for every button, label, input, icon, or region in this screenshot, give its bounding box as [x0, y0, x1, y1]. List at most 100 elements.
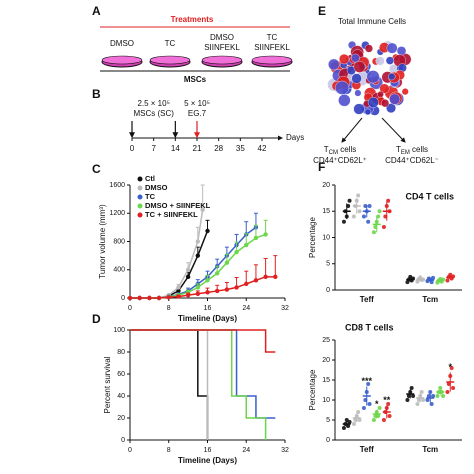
x-tick-label: 8	[167, 305, 171, 312]
subset-suffix: cells	[338, 145, 356, 154]
y-tick-label: 5	[326, 261, 330, 268]
injection-label: EG.7	[188, 109, 207, 118]
data-point	[356, 410, 361, 414]
arrow-right	[381, 117, 406, 143]
y-tick-label: 20	[322, 357, 330, 364]
survival-curve	[130, 329, 209, 440]
data-point	[244, 281, 249, 287]
y-tick-label: 80	[117, 349, 125, 356]
legend-label: Ctl	[145, 174, 155, 183]
group-label: TC	[165, 39, 176, 48]
x-tick-label: 32	[281, 447, 289, 454]
data-point	[185, 267, 191, 272]
data-point	[214, 288, 220, 294]
data-point	[367, 402, 372, 406]
data-point	[377, 209, 382, 214]
y-tick-label: 10	[322, 397, 330, 404]
cell	[338, 53, 350, 65]
data-point	[429, 402, 434, 406]
x-axis-label: Timeline (Days)	[178, 456, 237, 465]
injection-label: MSCs (SC)	[133, 109, 174, 118]
cells-title: Total Immune Cells	[338, 17, 406, 26]
data-point	[361, 214, 366, 219]
x-tick-label: Teff	[360, 445, 374, 454]
legend-label: DMSO + SIINFEKL	[145, 201, 211, 210]
data-point	[195, 253, 201, 258]
data-point	[137, 295, 142, 301]
cell	[388, 72, 396, 81]
legend-label: DMSO	[145, 183, 168, 192]
x-tick-label: 16	[204, 447, 212, 454]
data-point	[445, 278, 450, 283]
cell	[377, 90, 384, 98]
y-tick-label: 1600	[109, 182, 125, 189]
cell	[364, 108, 372, 116]
data-point	[224, 260, 230, 265]
x-tick-label: 8	[167, 447, 171, 454]
mscs-label: MSCs	[184, 75, 207, 84]
y-tick-label: 400	[113, 267, 125, 274]
data-point	[234, 285, 239, 290]
series-line	[130, 276, 276, 299]
data-point	[381, 225, 386, 229]
data-point	[356, 193, 361, 198]
data-point	[425, 398, 430, 402]
legend-marker	[137, 194, 143, 200]
survival-curve	[130, 329, 276, 353]
series-line	[130, 209, 204, 299]
data-point	[176, 288, 181, 294]
legend-marker	[137, 185, 143, 191]
timeline-tick-label: 14	[171, 144, 180, 153]
cell	[338, 94, 351, 107]
cell	[386, 42, 398, 54]
data-point	[147, 295, 152, 301]
data-point	[205, 228, 210, 234]
timeline-label: Days	[286, 133, 304, 142]
data-point	[377, 406, 382, 410]
significance-mark: **	[383, 395, 391, 405]
cell	[328, 58, 340, 71]
data-point	[195, 285, 201, 290]
y-axis-label: Tumor volume (mm³)	[98, 204, 107, 279]
data-point	[371, 418, 376, 422]
cell	[396, 46, 407, 56]
data-point	[263, 232, 268, 237]
cell	[401, 88, 409, 96]
y-tick-label: 0	[326, 437, 330, 444]
x-tick-label: Teff	[360, 295, 374, 304]
y-tick-label: 15	[322, 208, 330, 215]
data-point	[428, 390, 433, 394]
legend-label: TC	[145, 192, 156, 201]
arrow-left	[341, 117, 363, 143]
subset-sub: EM	[401, 150, 410, 156]
legend-marker	[137, 203, 143, 209]
legend-label: TC + SIINFEKL	[145, 210, 198, 219]
dish-rim	[251, 55, 293, 65]
data-point	[405, 398, 410, 402]
timeline-tick-label: 21	[193, 144, 202, 153]
data-point	[421, 398, 426, 402]
data-point	[200, 207, 205, 212]
y-tick-label: 20	[322, 182, 330, 189]
data-point	[431, 394, 436, 398]
treatments-header: Treatments	[171, 15, 214, 24]
timeline-tick-label: 28	[214, 144, 223, 153]
subset-markers: CD44⁺CD62L⁺	[313, 156, 367, 165]
y-tick-label: 0	[326, 287, 330, 294]
y-tick-label: 25	[322, 337, 330, 344]
y-tick-label: 100	[113, 327, 125, 334]
panel-label: E	[318, 4, 326, 18]
data-point	[387, 414, 392, 418]
y-tick-label: 10	[322, 234, 330, 241]
data-point	[253, 235, 259, 241]
legend-marker	[137, 212, 143, 218]
group-label: DMSO	[210, 33, 234, 42]
x-tick-label: 0	[128, 447, 132, 454]
x-axis-label: Timeline (Days)	[178, 314, 237, 323]
data-point	[438, 386, 443, 390]
data-point	[451, 386, 456, 390]
cell	[335, 80, 350, 95]
group-label: SIINFEKL	[204, 43, 240, 52]
data-point	[195, 291, 201, 296]
